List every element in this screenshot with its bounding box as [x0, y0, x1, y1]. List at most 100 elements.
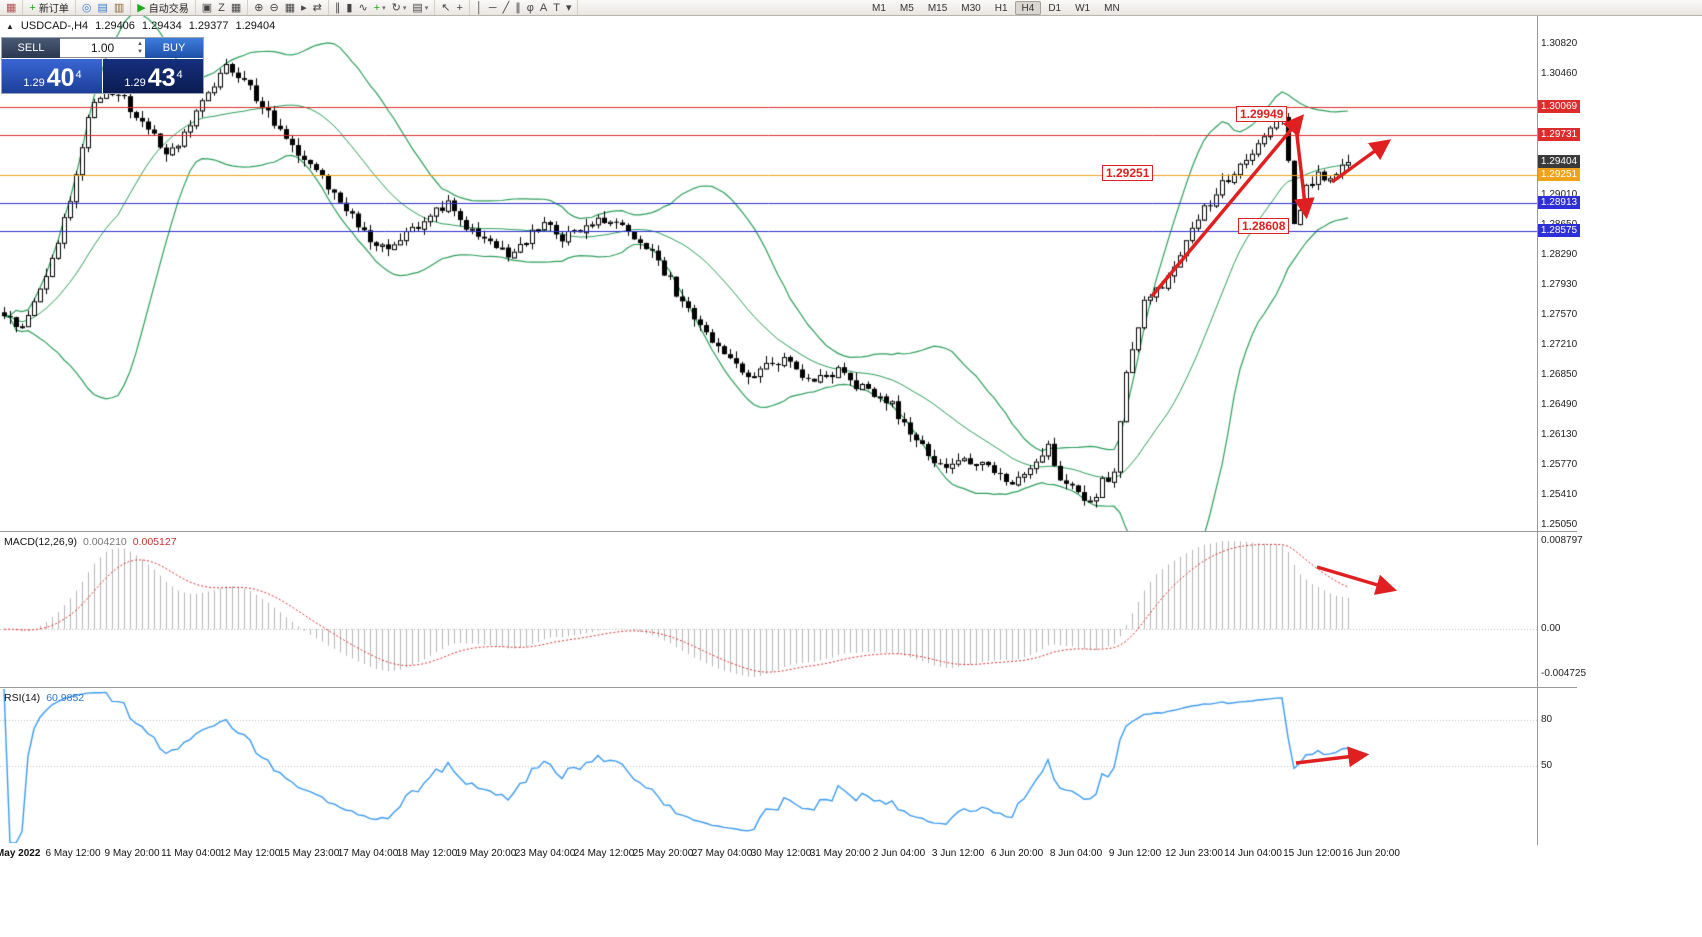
chart-window-icon[interactable]: ▦ [3, 1, 19, 15]
time-axis-label: 25 May 20:00 [632, 848, 694, 859]
volume-stepper[interactable]: ▲ ▼ [137, 40, 143, 56]
time-axis-label: 19 May 20:00 [455, 848, 517, 859]
autoscroll-icon[interactable]: ▸ [298, 1, 310, 15]
buy-price-display[interactable]: 1.29 43 4 [103, 59, 203, 93]
autoscroll-icon: ▸ [301, 1, 307, 14]
time-axis-label: 14 Jun 04:00 [1224, 848, 1282, 859]
line-chart-icon[interactable]: ∿ [355, 1, 370, 15]
volume-down-icon[interactable]: ▼ [137, 49, 143, 55]
channel-icon[interactable]: ∥ [512, 1, 524, 15]
volume-up-icon[interactable]: ▲ [137, 41, 143, 47]
chart-shift-icon[interactable]: ⇄ [310, 1, 325, 15]
compass-icon: ◎ [81, 1, 92, 14]
time-axis-label: 6 May 12:00 [45, 848, 101, 859]
level-price-label: 1.29251 [1538, 167, 1580, 181]
text-icon[interactable]: A [537, 1, 550, 15]
price-axis-separator[interactable] [1537, 16, 1538, 845]
chart-symbol: USDCAD-,H4 [20, 20, 89, 32]
chart-shift-icon: ⇄ [312, 1, 322, 14]
candlestick-chart-icon[interactable]: ▮ [343, 1, 355, 15]
chart-ohlc-header: ▲ USDCAD-,H4 1.29406 1.29434 1.29377 1.2… [6, 20, 275, 32]
rsi-title: RSI(14) [4, 692, 41, 704]
tile-icon[interactable]: ▦ [282, 1, 298, 15]
bar-chart-icon[interactable]: ∥ [332, 1, 344, 15]
timeframe-W1[interactable]: W1 [1075, 3, 1091, 14]
add-indicator-icon[interactable]: + ▾ [371, 1, 389, 15]
buy-price-prefix: 1.29 [124, 77, 146, 89]
sell-button[interactable]: SELL [2, 38, 60, 58]
time-axis-label: 17 May 04:00 [337, 848, 399, 859]
dropdown-arrow-icon[interactable]: ▾ [382, 4, 386, 12]
zoom-in-icon[interactable]: ⊕ [251, 1, 266, 15]
panel-separator[interactable] [0, 687, 1577, 688]
zoom-in-icon: ⊕ [254, 1, 264, 14]
price-axis-label: 1.25050 [1541, 518, 1578, 530]
trendline-icon[interactable]: ╱ [500, 1, 513, 15]
level-price-label: 1.29731 [1538, 127, 1580, 141]
vertical-line-icon[interactable]: │ [473, 1, 486, 15]
time-axis-label: 6 Jun 20:00 [990, 848, 1044, 859]
crosshair-icon[interactable]: + [453, 1, 465, 15]
price-axis-label: 1.30460 [1541, 68, 1578, 79]
ohlc-open: 1.29406 [95, 20, 135, 32]
new-order-button: + [29, 1, 36, 14]
refresh-icon[interactable]: ↻ ▾ [389, 1, 410, 15]
macd-main-value: 0.004210 [82, 536, 127, 548]
time-axis-label: 2 Jun 04:00 [872, 848, 926, 859]
market-watch-icon[interactable]: ▤ [94, 1, 110, 15]
price-annotation[interactable]: 1.29949 [1236, 106, 1288, 122]
label-icon[interactable]: T [550, 1, 563, 15]
timeframe-M5[interactable]: M5 [899, 3, 914, 14]
buy-button[interactable]: BUY [145, 38, 203, 58]
sell-price-display[interactable]: 1.29 40 4 [2, 59, 102, 93]
volume-input[interactable]: 1.00 ▲ ▼ [60, 38, 145, 58]
data-window-icon: ▥ [113, 1, 125, 14]
text-icon: A [539, 1, 548, 14]
price-annotation[interactable]: 1.28608 [1238, 218, 1290, 234]
horizontal-line-icon[interactable]: ─ [486, 1, 500, 15]
cascade-windows-icon[interactable]: Z [215, 1, 228, 15]
time-axis-label: 18 May 12:00 [396, 848, 458, 859]
auto-trading-button[interactable]: ▶ 自动交易 [134, 1, 191, 16]
price-annotation[interactable]: 1.29251 [1102, 165, 1154, 181]
zoom-out-icon[interactable]: ⊖ [267, 1, 282, 15]
time-axis-label: 27 May 04:00 [691, 848, 753, 859]
dropdown-arrow-icon[interactable]: ▾ [424, 4, 429, 12]
price-axis-label: 1.25410 [1541, 488, 1578, 500]
fibonacci-icon[interactable]: φ [524, 1, 537, 15]
rsi-value: 60.9852 [46, 692, 85, 704]
timeframe-MN[interactable]: MN [1104, 3, 1120, 14]
timeframe-H1[interactable]: H1 [994, 3, 1008, 14]
shapes-icon[interactable]: ▾ [563, 1, 575, 15]
time-axis-label: 12 Jun 23:00 [1165, 848, 1223, 859]
timeframe-M15[interactable]: M15 [927, 3, 948, 14]
main-chart-canvas[interactable] [0, 16, 1537, 531]
templates-icon[interactable]: ▤ ▾ [409, 1, 431, 15]
horizontal-line-icon: ─ [488, 1, 497, 14]
timeframe-M1[interactable]: M1 [872, 3, 886, 14]
new-order-button-label: 新订单 [38, 4, 69, 15]
new-order-button[interactable]: + 新订单 [26, 1, 71, 16]
new-window-icon[interactable]: ▣ [199, 1, 215, 15]
rsi-axis-level: 80 [1541, 713, 1553, 725]
timeframe-D1[interactable]: D1 [1048, 3, 1062, 14]
macd-panel-canvas[interactable] [0, 533, 1537, 685]
cursor-icon[interactable]: ↖ [438, 1, 453, 15]
dropdown-arrow-icon[interactable]: ▾ [402, 4, 407, 12]
compass-icon[interactable]: ◎ [79, 1, 95, 15]
collapse-triangle-icon[interactable]: ▲ [6, 21, 14, 31]
tile-windows-icon[interactable]: ▦ [228, 1, 244, 15]
timeframe-M30[interactable]: M30 [961, 3, 981, 14]
macd-axis-min: -0.004725 [1541, 668, 1587, 679]
timeframe-H4[interactable]: H4 [1014, 1, 1042, 15]
data-window-icon[interactable]: ▥ [111, 1, 127, 15]
panel-separator[interactable] [0, 531, 1577, 532]
price-axis-label: 1.26850 [1541, 368, 1578, 380]
chart-window-icon: ▦ [6, 1, 17, 14]
current-price-label: 1.29404 [1538, 155, 1580, 168]
rsi-panel-canvas[interactable] [0, 689, 1537, 843]
time-axis-label: 9 Jun 12:00 [1108, 848, 1162, 859]
time-axis-label: 11 May 04:00 [161, 848, 221, 859]
price-axis-label: 1.27210 [1541, 338, 1578, 350]
